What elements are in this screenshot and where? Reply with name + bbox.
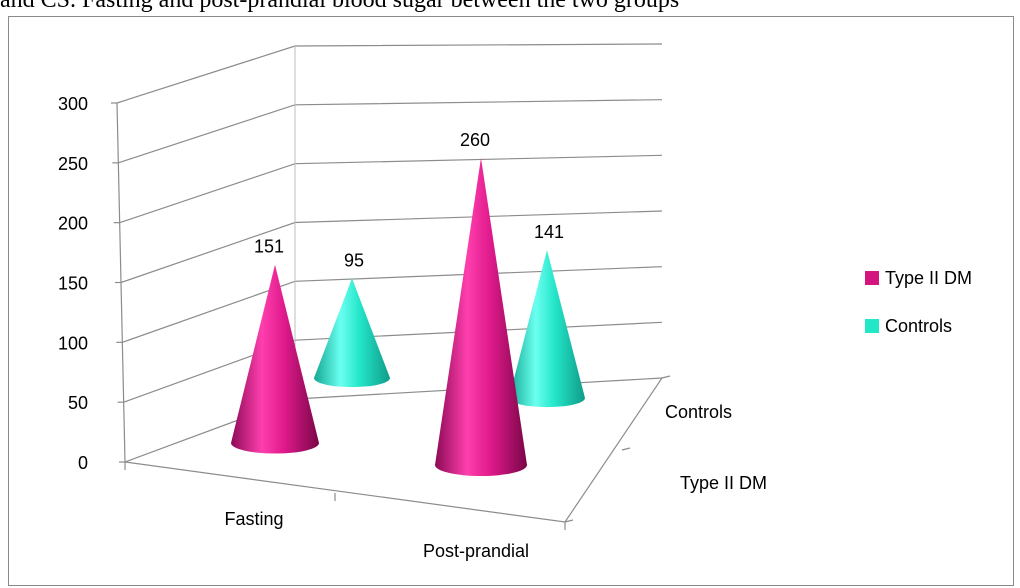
gridline bbox=[116, 43, 663, 104]
data-label: 151 bbox=[254, 237, 284, 257]
legend-label: Type II DM bbox=[885, 268, 972, 288]
y-tick-label: 0 bbox=[78, 453, 88, 473]
gridline bbox=[118, 99, 663, 164]
x-category-label: Fasting bbox=[224, 509, 283, 529]
y-tick-label: 300 bbox=[58, 94, 88, 114]
depth-category-label: Type II DM bbox=[680, 473, 767, 493]
legend-swatch bbox=[865, 271, 879, 285]
gridline bbox=[120, 210, 663, 284]
chart-frame bbox=[8, 16, 1014, 586]
legend-swatch bbox=[865, 319, 879, 333]
gridline bbox=[122, 266, 663, 343]
cone-controls bbox=[314, 278, 390, 388]
y-tick-label: 100 bbox=[58, 333, 88, 353]
caption-text: and CS. Fasting and post-prandial blood … bbox=[0, 0, 680, 13]
cone-type2dm bbox=[231, 264, 319, 454]
depth-category-label: Controls bbox=[665, 402, 732, 422]
y-axis bbox=[116, 102, 126, 463]
y-tick-label: 50 bbox=[68, 393, 88, 413]
cone-type2dm bbox=[435, 158, 527, 477]
y-tick-label: 150 bbox=[58, 274, 88, 294]
z-tick bbox=[621, 447, 631, 451]
data-label: 260 bbox=[460, 130, 490, 150]
y-tick-label: 200 bbox=[58, 214, 88, 234]
data-label: 95 bbox=[344, 250, 364, 270]
y-tick-label: 250 bbox=[58, 154, 88, 174]
data-label: 141 bbox=[534, 222, 564, 242]
x-category-label: Post-prandial bbox=[423, 541, 529, 561]
legend-label: Controls bbox=[885, 316, 952, 336]
z-tick bbox=[661, 375, 671, 379]
gridline bbox=[119, 154, 663, 224]
cone-controls bbox=[509, 250, 585, 408]
z-tick bbox=[564, 519, 574, 523]
